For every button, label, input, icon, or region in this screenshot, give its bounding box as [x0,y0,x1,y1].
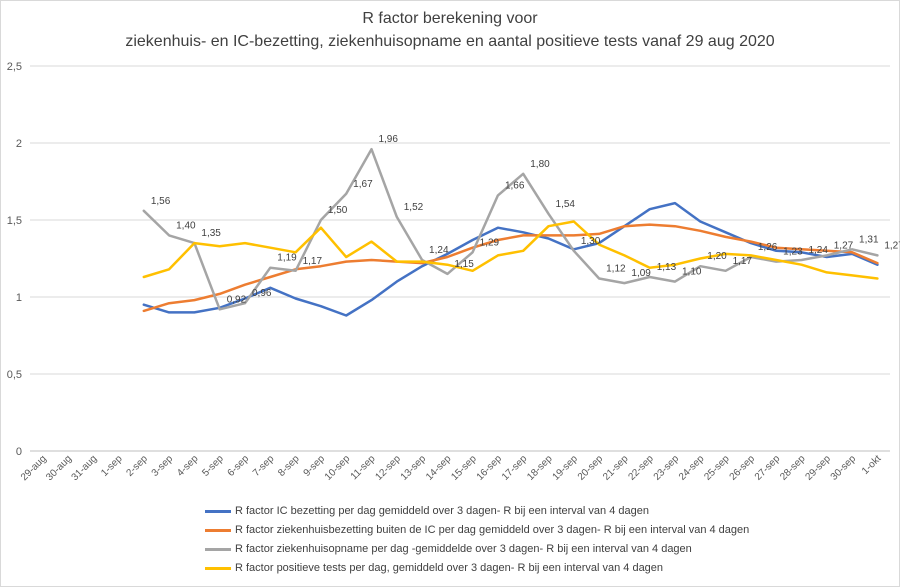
x-tick-label: 30-sep [829,453,859,483]
series-line-2 [142,223,879,313]
x-tick-label: 27-sep [753,453,783,483]
legend-label: R factor ziekenhuisbezetting buiten de I… [235,524,750,536]
legend-label: R factor IC bezetting per dag gemiddeld … [235,505,649,517]
data-label: 1,31 [859,234,879,245]
data-label: 1,66 [505,180,525,191]
x-tick-label: 18-sep [525,453,555,483]
data-label: 1,24 [429,245,449,256]
legend-item-3: R factor ziekenhuisopname per dag -gemid… [205,540,692,558]
data-label: 0,92 [227,294,247,305]
x-tick-label: 25-sep [702,453,732,483]
x-tick-label: 24-sep [677,453,707,483]
y-tick-label: 0 [16,446,22,458]
legend-item-4: R factor positieve tests per dag, gemidd… [205,559,663,577]
x-tick-label: 21-sep [601,453,631,483]
data-label: 1,27 [884,240,900,251]
data-label: 1,26 [758,242,778,253]
x-tick-label: 13-sep [399,453,429,483]
x-tick-label: 23-sep [652,453,682,483]
legend-swatch [205,566,231,570]
data-label: 1,10 [682,267,702,278]
x-tick-label: 1-okt [860,453,884,477]
x-tick-label: 2-sep [124,453,150,479]
x-tick-label: 6-sep [226,453,252,479]
data-label: 1,27 [834,240,854,251]
data-label: 1,29 [480,237,500,248]
data-label: 1,17 [303,256,323,267]
y-tick-label: 0,5 [7,369,22,381]
x-tick-label: 10-sep [323,453,353,483]
x-tick-label: 12-sep [373,453,403,483]
series-line-4 [142,220,879,280]
x-tick-label: 7-sep [251,453,277,479]
data-label: 1,12 [606,264,626,275]
data-label: 1,52 [404,202,424,213]
x-tick-label: 20-sep [576,453,606,483]
data-label: 1,40 [176,220,196,231]
legend-swatch [205,547,231,551]
x-tick-label: 11-sep [349,453,378,482]
x-tick-label: 22-sep [626,453,656,483]
data-label: 1,30 [581,236,601,247]
data-label: 1,50 [328,205,348,216]
series-line-3 [142,147,879,311]
chart-title-line-1: R factor berekening voor [362,10,538,27]
legend-item-2: R factor ziekenhuisbezetting buiten de I… [205,521,749,539]
legend-label: R factor ziekenhuisopname per dag -gemid… [235,543,692,555]
x-tick-label: 19-sep [551,453,581,483]
x-tick-label: 4-sep [175,453,201,479]
data-label: 1,80 [530,159,550,170]
data-label: 1,24 [808,245,828,256]
x-tick-label: 17-sep [500,453,530,483]
x-tick-label: 16-sep [475,453,505,483]
x-tick-label: 26-sep [728,453,758,483]
y-tick-label: 1,5 [7,215,22,227]
y-tick-label: 2,5 [7,61,22,73]
y-tick-label: 1 [16,292,22,304]
x-tick-label: 29-aug [19,453,49,483]
data-label: 1,67 [353,179,373,190]
data-label: 1,20 [707,251,727,262]
legend-swatch [205,528,231,532]
x-tick-label: 29-sep [803,453,833,483]
x-tick-label: 28-sep [778,453,808,483]
data-label: 1,09 [631,268,651,279]
legend-item-1: R factor IC bezetting per dag gemiddeld … [205,502,649,520]
data-label: 1,23 [783,247,803,258]
data-label: 1,15 [454,259,474,270]
legend-swatch [205,509,231,513]
data-label: 1,19 [277,253,297,264]
x-tick-label: 1-sep [99,453,125,479]
data-label: 0,96 [252,288,272,299]
chart-title-line-2: ziekenhuis- en IC-bezetting, ziekenhuiso… [125,33,775,50]
data-label: 1,17 [733,256,753,267]
x-tick-label: 30-aug [44,453,74,483]
x-tick-label: 31-aug [70,453,100,483]
data-label: 1,13 [657,262,677,273]
series-line-1 [142,201,879,317]
y-tick-label: 2 [16,138,22,150]
data-label: 1,96 [378,134,398,145]
x-tick-label: 5-sep [200,453,226,479]
x-tick-label: 3-sep [150,453,176,479]
legend-label: R factor positieve tests per dag, gemidd… [235,562,664,574]
x-tick-label: 14-sep [424,453,454,483]
data-label: 1,56 [151,196,171,207]
x-tick-label: 8-sep [276,453,302,479]
data-label: 1,35 [201,228,221,239]
data-label: 1,54 [556,199,576,210]
x-tick-label: 15-sep [449,453,479,483]
